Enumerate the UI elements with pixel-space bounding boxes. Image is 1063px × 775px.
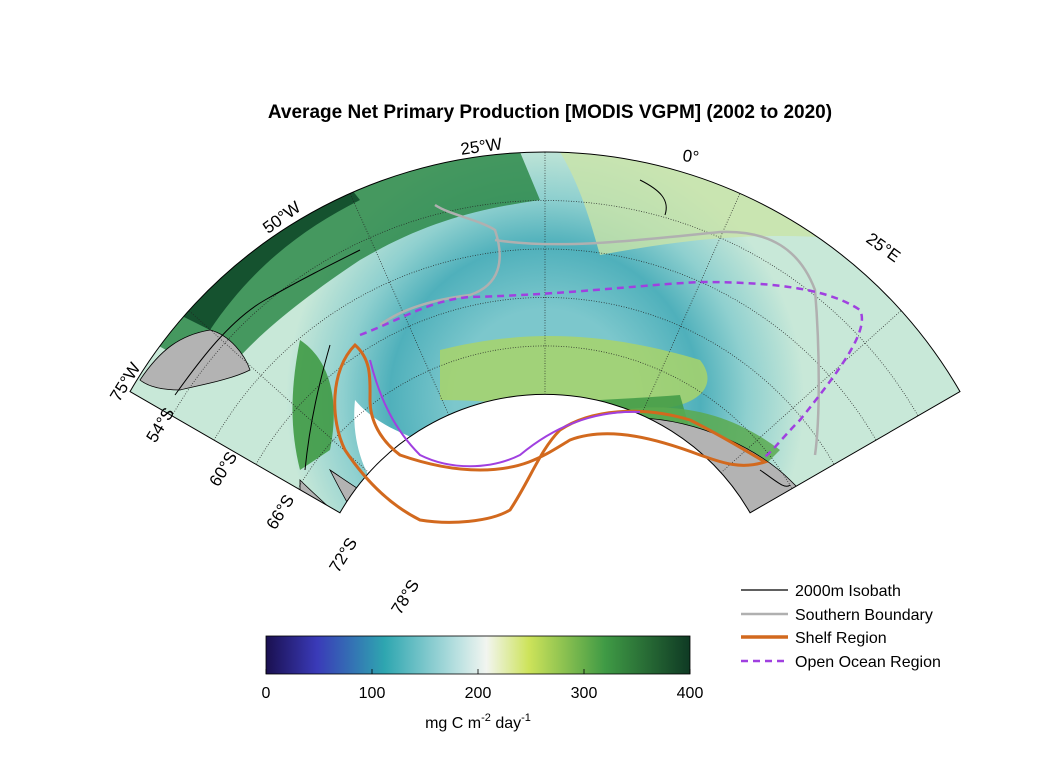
meridian-label-0: 0° (681, 146, 700, 167)
legend-label-isobath: 2000m Isobath (795, 583, 901, 600)
moderate-npp-weddell (440, 336, 708, 410)
parallel-label-72s: 72°S (325, 534, 361, 575)
south-america-land (139, 329, 251, 391)
colorbar-label: mg C m-2 day-1 (425, 712, 531, 732)
isobath-segment (759, 469, 791, 487)
isobath-segment (304, 344, 331, 471)
isobath-segment (639, 179, 667, 216)
southern-boundary-line (379, 203, 820, 456)
legend-label-southern-boundary: Southern Boundary (795, 607, 933, 624)
colorbar-tick-100: 100 (359, 685, 386, 702)
graticule (171, 152, 919, 489)
legend-label-shelf-region: Shelf Region (795, 630, 887, 647)
map-frame (129, 151, 961, 514)
high-npp-peninsula (292, 340, 334, 470)
moderate-npp-region-north (560, 152, 860, 255)
legend: 2000m Isobath Southern Boundary Shelf Re… (741, 583, 941, 671)
colorbar (265, 635, 691, 675)
high-npp-region-northwest (130, 152, 540, 380)
no-data-ice-region-2 (440, 455, 520, 501)
colorbar-tick-300: 300 (571, 685, 598, 702)
isobath-segment (174, 249, 361, 396)
colorbar-ticks (265, 669, 691, 674)
parallel-label-66s: 66°S (262, 491, 298, 532)
isobath-2000m (174, 179, 791, 487)
open-ocean-region-line (359, 280, 864, 462)
open-ocean-inner-boundary (369, 359, 641, 468)
graticule-parallel (213, 248, 877, 441)
parallel-label-60s: 60°S (205, 448, 241, 489)
legend-label-open-ocean-region: Open Ocean Region (795, 654, 941, 671)
colorbar-tick-0: 0 (262, 685, 271, 702)
parallel-label-78s: 78°S (387, 576, 423, 617)
map-title: Average Net Primary Production [MODIS VG… (268, 102, 832, 123)
shelf-region-line (333, 342, 769, 524)
high-npp-shelf-band (500, 395, 690, 460)
meridian-label-25e: 25°E (863, 229, 904, 266)
colorbar-tick-400: 400 (677, 685, 704, 702)
colorbar-tick-200: 200 (465, 685, 492, 702)
